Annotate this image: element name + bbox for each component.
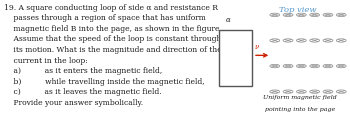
Text: passes through a region of space that has uniform: passes through a region of space that ha… [4, 14, 205, 22]
Text: Assume that the speed of the loop is constant throughout: Assume that the speed of the loop is con… [4, 35, 233, 43]
Text: pointing into the page: pointing into the page [265, 107, 335, 112]
Text: α: α [226, 16, 231, 24]
Bar [219, 30, 252, 86]
Text: c)          as it leaves the magnetic field.: c) as it leaves the magnetic field. [4, 88, 161, 96]
Text: 19. A square conducting loop of side α and resistance R: 19. A square conducting loop of side α a… [4, 4, 217, 12]
Text: b)          while travelling inside the magnetic field,: b) while travelling inside the magnetic … [4, 78, 204, 86]
Text: Provide your answer symbolically.: Provide your answer symbolically. [4, 99, 143, 107]
Text: current in the loop:: current in the loop: [4, 57, 88, 64]
Text: Top view: Top view [279, 6, 316, 14]
Text: ν: ν [254, 43, 258, 51]
Text: Uniform magnetic field: Uniform magnetic field [264, 95, 337, 100]
Text: magnetic field B into the page, as shown in the figure.: magnetic field B into the page, as shown… [4, 25, 221, 33]
Text: its motion. What is the magnitude and direction of the: its motion. What is the magnitude and di… [4, 46, 221, 54]
Text: a)          as it enters the magnetic field,: a) as it enters the magnetic field, [4, 67, 162, 75]
